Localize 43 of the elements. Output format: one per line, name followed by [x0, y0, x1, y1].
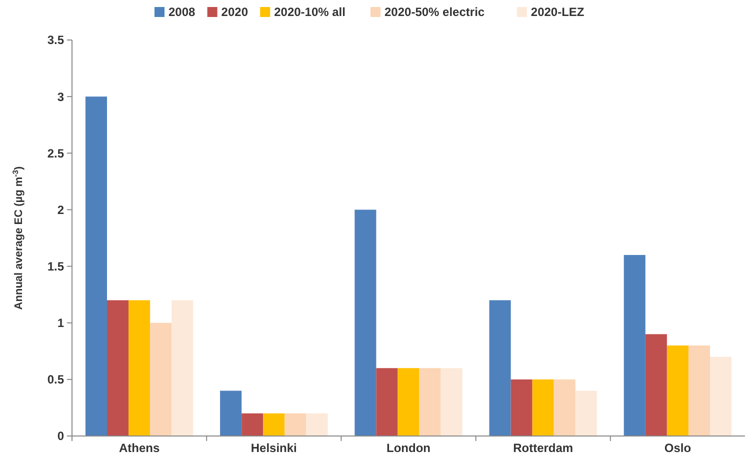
bar — [489, 300, 511, 436]
y-tick-label: 2 — [57, 202, 64, 217]
y-tick-label: 3.5 — [47, 33, 64, 48]
legend-label: 2008 — [168, 5, 196, 19]
y-tick-label: 1.5 — [47, 259, 64, 274]
x-tick-label: Helsinki — [250, 441, 297, 455]
legend-label: 2020-LEZ — [530, 5, 584, 19]
bar — [306, 413, 328, 436]
bar — [666, 345, 688, 436]
bar — [85, 96, 107, 436]
x-tick-label: Athens — [118, 441, 160, 455]
bar — [284, 413, 306, 436]
x-tick-label: Rotterdam — [513, 441, 574, 455]
bar — [532, 379, 554, 436]
bar — [128, 300, 150, 436]
bar — [554, 379, 576, 436]
y-tick-label: 3 — [57, 90, 64, 104]
bar — [220, 390, 242, 436]
bar — [398, 368, 420, 436]
bar — [150, 322, 172, 436]
y-tick-label: 0 — [57, 429, 64, 444]
legend-label: 2020-10% all — [274, 5, 346, 19]
bar — [376, 368, 398, 436]
y-tick-label: 2.5 — [47, 146, 64, 160]
legend-label: 2020 — [221, 5, 248, 19]
bar — [510, 379, 532, 436]
bar — [354, 210, 376, 436]
x-tick-label: Oslo — [664, 441, 692, 455]
legend-label: 2020-50% electric — [384, 5, 485, 19]
bar — [106, 300, 129, 436]
bar — [263, 413, 285, 436]
y-tick-label: 1 — [57, 316, 64, 330]
bar — [575, 390, 597, 436]
x-tick-label: London — [386, 441, 430, 455]
bar — [242, 413, 264, 436]
bar — [624, 254, 646, 436]
y-tick-label: 0.5 — [47, 372, 64, 387]
bar — [419, 368, 441, 436]
bar — [688, 345, 710, 436]
bar — [172, 300, 194, 436]
bar — [440, 368, 462, 436]
bar — [645, 334, 667, 436]
bar — [710, 356, 732, 436]
